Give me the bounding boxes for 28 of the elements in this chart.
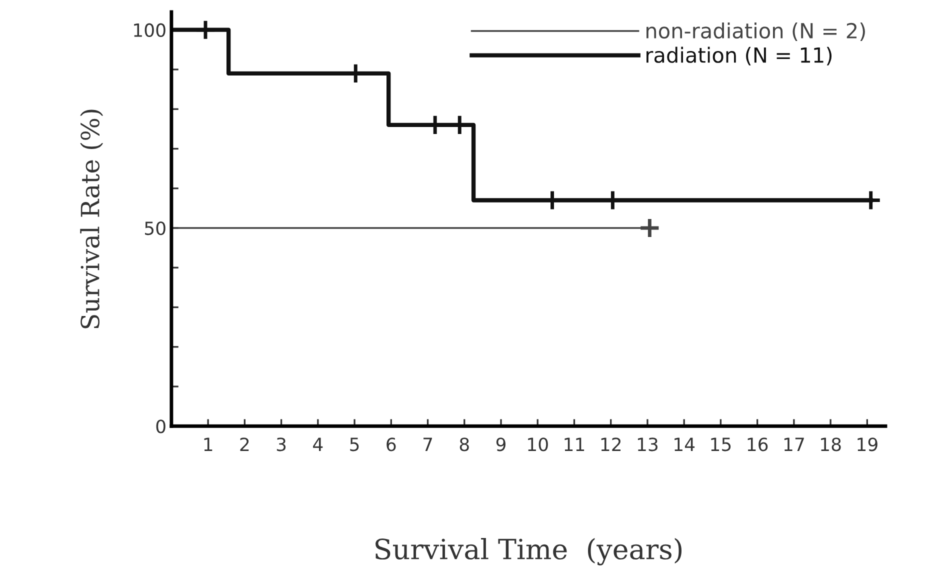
x-tick-label: 3: [276, 438, 286, 452]
x-tick-label: 13: [638, 438, 658, 452]
x-tick-label: 2: [240, 438, 249, 451]
x-tick-label: 5: [350, 438, 359, 452]
text: non-radiation (N = 2): [646, 22, 865, 42]
x-tick-label: 14: [674, 438, 695, 451]
x-tick-label: 4: [313, 438, 323, 451]
x-tick-label: 19: [858, 438, 878, 452]
y-tick-label: 100: [134, 23, 166, 37]
x-tick-label: 18: [821, 438, 841, 452]
x-tick-label: 1: [204, 438, 212, 451]
y-tick-label: 0: [156, 420, 166, 434]
y-axis-title: Survival Rate (%): [80, 110, 104, 328]
x-tick-label: 16: [748, 438, 768, 452]
y-tick-label: 50: [145, 221, 166, 236]
x-tick-label: 10: [528, 438, 548, 452]
x-tick-label: 9: [496, 438, 506, 452]
point: [194, 19, 216, 41]
x-tick-label: 7: [424, 438, 432, 451]
x-tick-label: 17: [784, 438, 804, 451]
x-tick-label: 8: [460, 438, 469, 452]
x-axis-title: Survival Time (years): [376, 538, 682, 566]
x-tick-label: 11: [564, 438, 584, 451]
text: radiation (N = 11): [646, 46, 832, 66]
x-tick-label: 15: [711, 438, 731, 452]
x-tick-label: 12: [601, 438, 621, 451]
point: [638, 217, 660, 239]
x-tick-label: 6: [386, 438, 396, 452]
